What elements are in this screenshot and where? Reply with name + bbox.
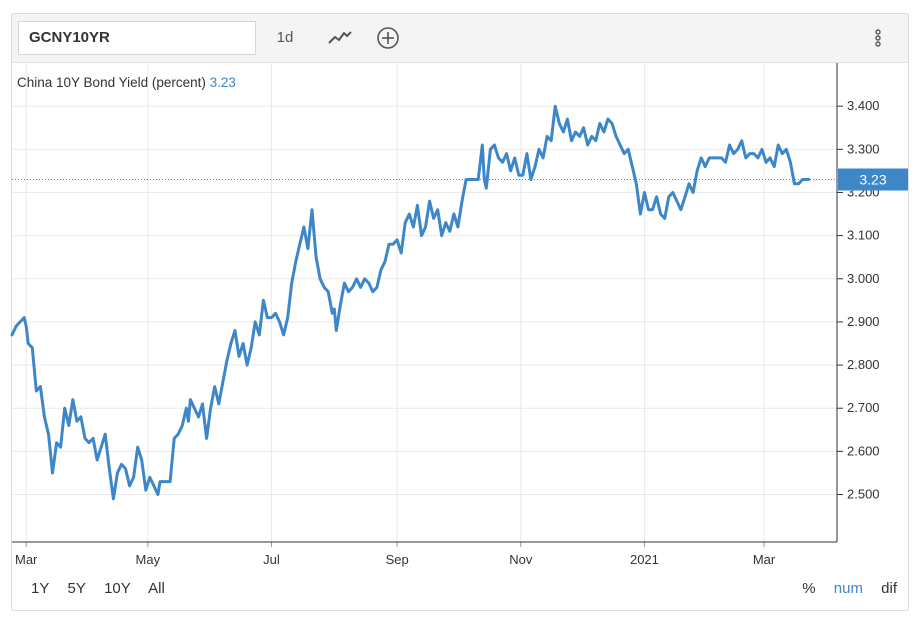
x-tick-label: Nov	[509, 552, 533, 567]
x-tick-label: Mar	[15, 552, 38, 567]
legend-label: China 10Y Bond Yield (percent)	[17, 75, 206, 90]
y-tick-label: 3.000	[847, 271, 880, 286]
interval-button[interactable]: 1d	[276, 29, 294, 46]
x-tick-label: Mar	[753, 552, 776, 567]
y-tick-label: 2.700	[847, 400, 880, 415]
range-5y-button[interactable]: 5Y	[67, 580, 86, 597]
x-tick-label: 2021	[630, 552, 659, 567]
last-value-tag-label: 3.23	[859, 172, 886, 188]
chart-widget	[11, 13, 909, 611]
symbol-input[interactable]: GCNY10YR	[18, 21, 256, 55]
y-tick-label: 2.800	[847, 357, 880, 372]
x-tick-label: Jul	[263, 552, 280, 567]
range-1y-button[interactable]: 1Y	[31, 580, 50, 597]
last-value-tag	[838, 168, 908, 191]
y-tick-label: 3.300	[847, 141, 880, 156]
chart-legend: China 10Y Bond Yield (percent) 3.23	[17, 75, 236, 90]
x-tick-label: May	[136, 552, 161, 567]
mode-buttons: % num dif	[788, 580, 897, 597]
y-tick-label: 3.100	[847, 228, 880, 243]
y-tick-label: 3.400	[847, 98, 880, 113]
mode-percent-button[interactable]: %	[802, 580, 816, 597]
chart-toolbar: GCNY10YR 1d	[12, 14, 908, 63]
line-chart-icon[interactable]	[324, 22, 356, 54]
series-line[interactable]	[10, 104, 811, 501]
y-tick-label: 2.900	[847, 314, 880, 329]
y-tick-label: 2.600	[847, 443, 880, 458]
range-all-button[interactable]: All	[148, 580, 165, 597]
range-10y-button[interactable]: 10Y	[104, 580, 131, 597]
y-tick-label: 2.500	[847, 487, 880, 502]
plus-circle-icon[interactable]	[372, 22, 404, 54]
legend-value: 3.23	[209, 75, 236, 90]
vertical-dots-icon[interactable]	[862, 22, 894, 54]
x-tick-label: Sep	[386, 552, 409, 567]
mode-num-button[interactable]: num	[833, 580, 863, 597]
mode-dif-button[interactable]: dif	[881, 580, 897, 597]
range-buttons: 1Y 5Y 10Y All	[31, 580, 179, 597]
